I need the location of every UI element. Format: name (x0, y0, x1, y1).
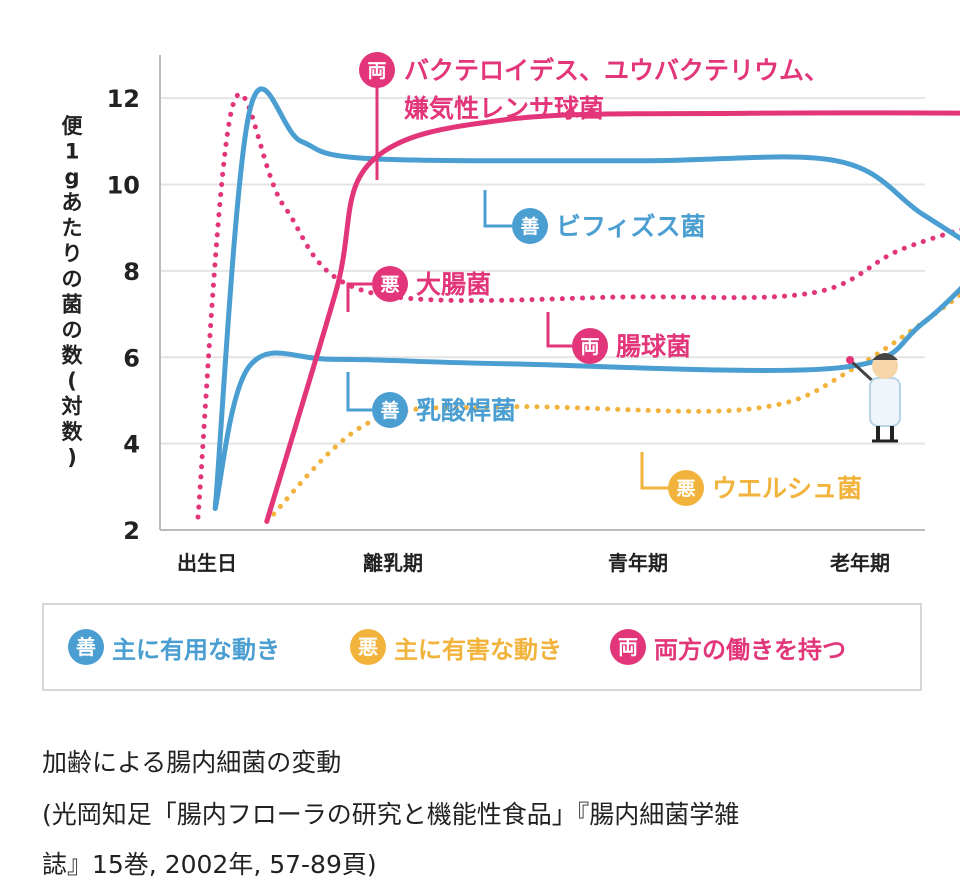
y-tick-label: 4 (123, 431, 140, 459)
caption-source-line2: 誌』15巻, 2002年, 57-89頁) (42, 850, 377, 879)
series-line-welchii (264, 292, 960, 524)
annotation-badge-text: 善 (520, 215, 539, 238)
annotation-label: ビフィズス菌 (556, 212, 706, 241)
annotation-lactobacillus: 善乳酸桿菌 (346, 372, 516, 428)
annotation-badge-text: 両 (580, 336, 599, 358)
caption-title: 加齢による腸内細菌の変動 (42, 748, 342, 777)
annotation-label: 大腸菌 (416, 270, 491, 299)
annotation-badge-text: 悪 (380, 274, 399, 296)
annotation-leader (483, 190, 512, 228)
annotation-leader (640, 452, 668, 490)
caption-source-line1: (光岡知足「腸内フローラの研究と機能性食品」『腸内細菌学雑 (42, 800, 740, 829)
x-tick-label: 老年期 (830, 551, 890, 575)
annotation-welchii: 悪ウエルシュ菌 (640, 452, 862, 506)
annotation-label-line2: 嫌気性レンサ球菌 (404, 94, 604, 123)
legend-badge-beneficial: 善 (68, 629, 104, 665)
legend: 善 主に有用な動き 悪 主に有害な動き 両 両方の働きを持つ (42, 603, 922, 691)
annotation-badge (372, 392, 408, 428)
annotation-badge (572, 328, 608, 364)
y-tick-label: 12 (107, 85, 140, 113)
x-tick-label: 出生日 (177, 551, 237, 575)
y-tick-label: 10 (107, 172, 140, 200)
annotation-badge (668, 470, 704, 506)
annotation-bifidus: 善ビフィズス菌 (483, 190, 706, 244)
annotation-badge-text: 両 (367, 60, 386, 82)
annotation-label: バクテロイデス、ユウバクテリウム、 (404, 56, 829, 85)
annotation-label: 腸球菌 (616, 332, 691, 361)
annotation-label: ウエルシュ菌 (712, 474, 862, 503)
scientist-illustration (846, 353, 901, 443)
legend-item-both: 両 両方の働きを持つ (610, 627, 846, 667)
annotation-label: 乳酸桿菌 (416, 396, 516, 425)
annotation-leader (346, 282, 372, 312)
annotation-badge-text: 悪 (676, 478, 695, 500)
y-tick-label: 2 (123, 517, 140, 545)
y-axis-label: 便 1 g あたりの菌の数(対数) (62, 114, 84, 470)
series-line-ecoli (195, 91, 960, 520)
series-line-bifidus (212, 86, 960, 511)
annotation-bacteroides: 両バクテロイデス、ユウバクテリウム、嫌気性レンサ球菌 (359, 52, 829, 180)
series-line-lactobacillus (212, 285, 960, 511)
legend-label-beneficial: 主に有用な動き (112, 635, 280, 664)
legend-label-harmful: 主に有害な動き (394, 635, 562, 664)
legend-item-harmful: 悪 主に有害な動き (350, 627, 562, 667)
x-tick-label: 離乳期 (363, 551, 423, 575)
annotation-ecoli: 悪大腸菌 (346, 266, 491, 312)
legend-badge-harmful: 悪 (350, 629, 386, 665)
annotation-leader (346, 372, 372, 412)
scientist-hair (872, 353, 898, 360)
pointer-tip (846, 356, 854, 364)
x-tick-label: 青年期 (608, 551, 668, 575)
series-line-bacteroides (264, 110, 960, 524)
annotation-badge (372, 266, 408, 302)
lab-coat (869, 377, 901, 427)
legend-item-beneficial: 善 主に有用な動き (68, 627, 280, 667)
annotation-badge-text: 善 (380, 399, 399, 422)
legend-badge-both: 両 (610, 629, 646, 665)
annotation-leader (546, 312, 572, 348)
annotation-badge (359, 52, 395, 88)
y-tick-label: 6 (123, 344, 140, 372)
legend-label-both: 両方の働きを持つ (654, 635, 846, 664)
y-tick-label: 8 (123, 258, 140, 286)
annotation-badge (512, 208, 548, 244)
annotation-enterococcus: 両腸球菌 (546, 312, 691, 364)
